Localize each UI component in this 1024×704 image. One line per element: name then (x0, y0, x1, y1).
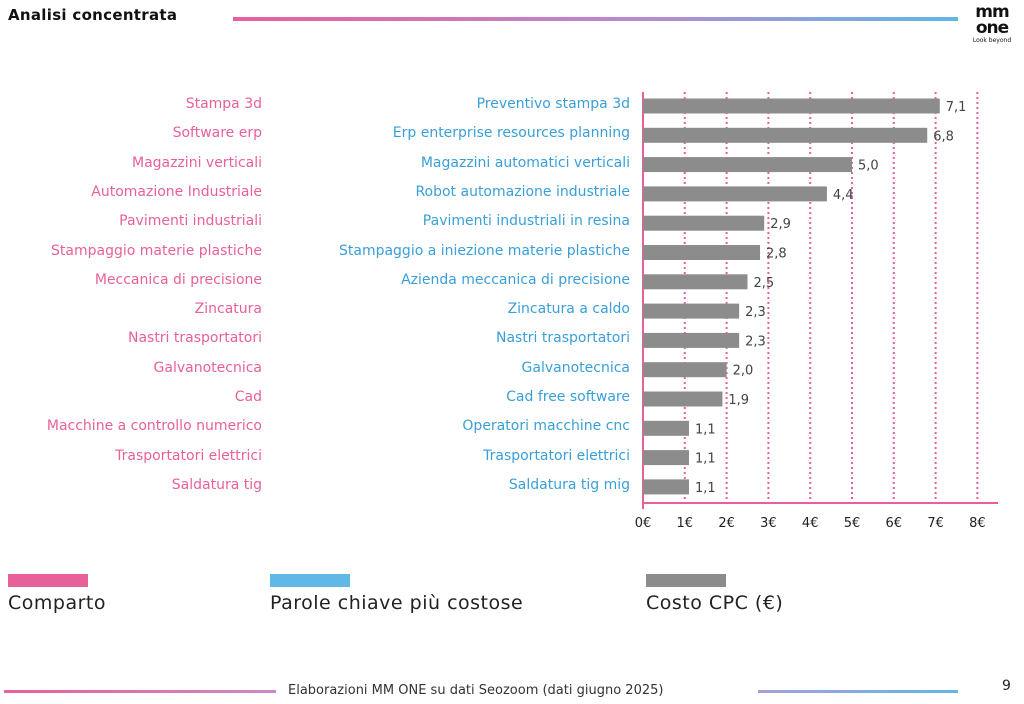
legend-label-keywords: Parole chiave più costose (270, 592, 524, 614)
x-tick-label: 0€ (635, 516, 652, 531)
bar-value-label: 1,1 (695, 452, 716, 467)
mmone-logo: mm one Look beyond (962, 4, 1022, 50)
sector-label: Zincatura (194, 301, 262, 318)
bar-value-label: 4,4 (833, 188, 854, 203)
logo-tagline: Look beyond (972, 37, 1012, 44)
keyword-label: Stampaggio a iniezione materie plastiche (338, 242, 630, 259)
bar (643, 245, 761, 260)
sector-label: Saldatura tig (171, 476, 262, 493)
bar (643, 332, 740, 348)
sector-label: Software erp (172, 125, 262, 142)
keyword-label: Robot automazione industriale (415, 183, 630, 200)
bar-value-label: 2,8 (766, 247, 787, 262)
legend-swatch-keywords (270, 574, 350, 587)
bar (643, 391, 723, 407)
bar (643, 186, 827, 202)
page-number: 9 (1002, 678, 1011, 694)
keyword-label: Operatori macchine cnc (462, 418, 630, 435)
x-tick-label: 4€ (802, 516, 819, 531)
title-divider (233, 17, 958, 21)
bar (643, 274, 748, 290)
sector-label: Galvanotecnica (153, 359, 262, 376)
x-tick-label: 5€ (844, 516, 861, 531)
bar-value-label: 2,0 (733, 364, 754, 379)
logo-line2: one (975, 18, 1009, 38)
bar-value-label: 7,1 (946, 100, 967, 115)
bar (643, 420, 689, 436)
logo-line1: mm (975, 2, 1009, 22)
bar (643, 215, 765, 231)
keyword-label: Preventivo stampa 3d (476, 96, 630, 112)
x-tick-label: 8€ (969, 516, 986, 531)
sector-label: Stampaggio materie plastiche (51, 242, 262, 259)
bar-value-label: 6,8 (933, 129, 954, 144)
page-title: Analisi concentrata (8, 6, 178, 24)
legend-swatch-comparto (8, 574, 88, 587)
keyword-label: Zincatura a caldo (507, 301, 630, 318)
sector-label: Meccanica di precisione (94, 271, 262, 288)
legend-label-cpc: Costo CPC (€) (646, 592, 784, 614)
sector-label: Cad (234, 389, 262, 405)
legend-swatch-cpc (646, 574, 726, 587)
keyword-label: Galvanotecnica (521, 359, 630, 376)
keyword-label: Erp enterprise resources planning (392, 125, 630, 142)
bar-value-label: 2,5 (754, 276, 775, 291)
sector-label: Automazione Industriale (91, 183, 262, 200)
keyword-label: Pavimenti industriali in resina (422, 213, 630, 230)
sector-label: Trasportatori elettrici (115, 447, 262, 464)
cpc-bar-chart: 0€ 1€ 2€ 3€ 4€ 5€ 6€ 7€ 8€ 7,1 6,8 5,0 4,4 2,9 2,8 2,5 2… (635, 92, 998, 531)
sector-label: Stampa 3d (185, 96, 262, 112)
keyword-label: Cad free software (506, 389, 630, 405)
sector-label: Pavimenti industriali (119, 213, 262, 230)
bar-value-label: 5,0 (858, 159, 879, 174)
bar (643, 98, 940, 114)
bar-value-label: 2,3 (745, 305, 766, 320)
bar (643, 479, 689, 495)
x-tick-label: 1€ (677, 516, 694, 531)
legend-label-comparto: Comparto (8, 592, 106, 614)
sector-label: Magazzini verticali (131, 154, 262, 171)
bar-value-label: 1,1 (695, 481, 716, 496)
footer-divider-right (758, 690, 958, 693)
x-tick-label: 6€ (886, 516, 903, 531)
bar-value-label: 2,9 (770, 217, 791, 232)
footer-divider-left (4, 690, 276, 693)
bar-value-label: 2,3 (745, 334, 766, 349)
x-tick-label: 3€ (760, 516, 777, 531)
sector-label: Nastri trasportatori (127, 330, 262, 347)
keyword-label: Trasportatori elettrici (483, 447, 630, 464)
keyword-label: Nastri trasportatori (495, 330, 630, 347)
x-tick-label: 7€ (927, 516, 944, 531)
bar-value-label: 1,9 (728, 393, 749, 408)
bar (643, 157, 852, 173)
bar (643, 450, 689, 466)
sector-label: Macchine a controllo numerico (46, 418, 262, 435)
keyword-label: Saldatura tig mig (508, 476, 630, 493)
keyword-label: Magazzini automatici verticali (420, 154, 630, 171)
bar-value-label: 1,1 (695, 422, 716, 437)
footer-source: Elaborazioni MM ONE su dati Seozoom (dat… (288, 683, 664, 698)
bar (643, 362, 727, 378)
bar (643, 127, 928, 143)
x-tick-label: 2€ (718, 516, 735, 531)
bar (643, 303, 740, 319)
keyword-label: Azienda meccanica di precisione (401, 271, 630, 288)
